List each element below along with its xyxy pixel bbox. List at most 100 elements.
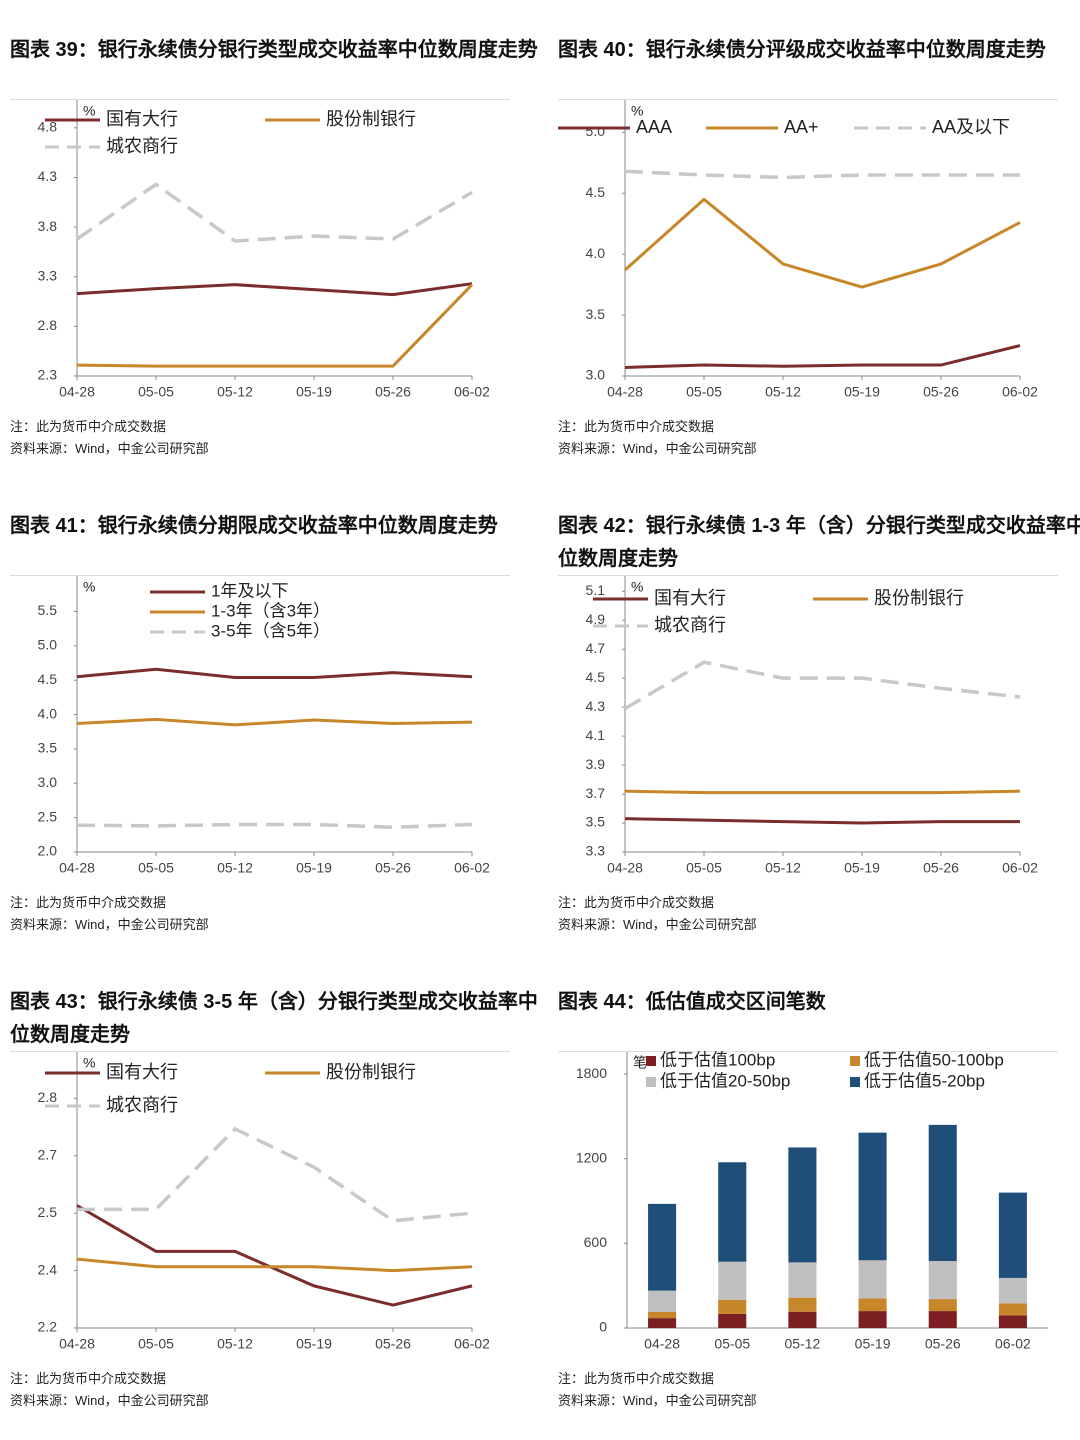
line — [76, 282, 473, 297]
x-tick-label: 05-19 — [844, 384, 880, 400]
chart: % 3.3 3.5 3.7 3.9 4.1 4.3 4.5 4.7 4.9 5.1 04-28 05-0… — [586, 576, 1038, 876]
y-tick-label: 3.0 — [38, 774, 58, 790]
line — [77, 1126, 473, 1223]
line — [624, 197, 1021, 289]
x-tick-label: 05-26 — [375, 384, 411, 400]
y-tick-label: 4.7 — [586, 640, 606, 656]
y-tick-label: 4.8 — [38, 119, 58, 135]
x-tick-label: 05-05 — [138, 860, 174, 876]
chart: 笔 0 600 1200 1800 04-28 05-05 05-12 05-19 05-26 06… — [576, 1050, 1048, 1352]
source: 资料来源：Wind，中金公司研究部 — [558, 917, 757, 932]
bar-segment — [788, 1297, 817, 1312]
x-tick-label: 06-02 — [995, 1336, 1031, 1352]
note: 注：此为货币中介成交数据 — [558, 419, 715, 434]
source: 资料来源：Wind，中金公司研究部 — [558, 1393, 757, 1408]
chart-title: 图表 40：银行永续债分评级成交收益率中位数周度走势 — [558, 39, 1046, 61]
y-tick-label: 4.9 — [586, 611, 606, 627]
y-tick-label: 2.7 — [38, 1146, 58, 1162]
x-tick-label: 05-12 — [217, 384, 253, 400]
x-tick-label: 04-28 — [607, 860, 643, 876]
y-tick-label: 5.0 — [38, 637, 58, 653]
x-tick-label: 05-19 — [296, 1336, 332, 1352]
note: 注：此为货币中介成交数据 — [558, 895, 715, 910]
legend-swatch — [850, 1077, 860, 1087]
bar-segment — [648, 1311, 677, 1319]
x-tick-label: 05-05 — [686, 384, 722, 400]
legend-label: 3-5年（含5年） — [211, 621, 330, 640]
y-tick-label: 4.5 — [38, 671, 58, 687]
y-tick-label: 3.3 — [38, 267, 58, 283]
y-unit: % — [83, 1055, 95, 1071]
y-unit: % — [83, 103, 95, 119]
source: 资料来源：Wind，中金公司研究部 — [10, 917, 209, 932]
bar-segment — [858, 1260, 887, 1299]
legend-label: 股份制银行 — [326, 109, 416, 129]
note: 注：此为货币中介成交数据 — [10, 895, 167, 910]
source: 资料来源：Wind，中金公司研究部 — [558, 441, 757, 456]
y-tick-label: 3.5 — [38, 740, 58, 756]
y-tick-label: 3.3 — [586, 843, 606, 859]
line — [76, 822, 473, 830]
x-tick-label: 06-02 — [1002, 860, 1038, 876]
x-tick-label: 05-12 — [765, 384, 801, 400]
y-tick-label: 5.0 — [586, 123, 606, 139]
y-tick-label: 4.0 — [38, 705, 58, 721]
y-tick-label: 0 — [599, 1319, 607, 1335]
x-tick-label: 06-02 — [1002, 384, 1038, 400]
line — [76, 283, 474, 368]
y-tick-label: 3.9 — [586, 756, 606, 772]
legend-swatch — [646, 1077, 656, 1087]
legend-label: AA及以下 — [932, 117, 1010, 137]
source: 资料来源：Wind，中金公司研究部 — [10, 441, 209, 456]
y-tick-label: 3.5 — [586, 306, 606, 322]
y-tick-label: 4.3 — [38, 168, 58, 184]
y-tick-label: 2.8 — [38, 317, 58, 333]
x-tick-label: 05-19 — [296, 384, 332, 400]
y-unit: % — [631, 579, 643, 595]
y-unit: % — [83, 579, 95, 595]
bar-segment — [928, 1299, 957, 1312]
y-tick-label: 2.5 — [38, 808, 58, 824]
source: 资料来源：Wind，中金公司研究部 — [10, 1393, 209, 1408]
title-rule — [10, 1051, 510, 1052]
legend-label: 城农商行 — [106, 136, 178, 156]
x-tick-label: 04-28 — [59, 1336, 95, 1352]
legend-label: 国有大行 — [106, 1062, 178, 1082]
x-tick-label: 05-05 — [686, 860, 722, 876]
bar-segment — [858, 1311, 887, 1328]
line — [624, 817, 1020, 825]
bar-segment — [718, 1313, 747, 1328]
title-rule — [558, 575, 1058, 576]
x-tick-label: 05-12 — [765, 860, 801, 876]
title-rule — [10, 575, 510, 576]
bar-segment — [788, 1262, 817, 1298]
y-tick-label: 4.0 — [586, 245, 606, 261]
x-tick-label: 06-02 — [454, 384, 490, 400]
chart: % 2.2 2.4 2.5 2.7 2.8 04-28 05-05 05-12 05-19 05-2… — [38, 1052, 490, 1352]
bar-segment — [648, 1290, 677, 1312]
bar-segment — [998, 1303, 1027, 1316]
title-rule — [10, 99, 510, 100]
chart-panel: 图表 41：银行永续债分期限成交收益率中位数周度走势注：此为货币中介成交数据资料… — [0, 476, 532, 952]
line — [624, 169, 1020, 180]
chart: % 2.3 2.8 3.3 3.8 4.3 4.8 04-28 05-05 05-12 05-19 0… — [38, 100, 490, 400]
chart-title: 图表 41：银行永续债分期限成交收益率中位数周度走势 — [10, 515, 498, 537]
bar-segment — [648, 1318, 677, 1328]
bar-segment — [718, 1162, 747, 1262]
title-rule — [558, 99, 1058, 100]
chart-title: 图表 42：银行永续债 1-3 年（含）分银行类型成交收益率中位数周度走势 — [558, 515, 1080, 570]
chart-title: 图表 43：银行永续债 3-5 年（含）分银行类型成交收益率中位数周度走势 — [10, 991, 538, 1046]
y-tick-label: 1200 — [576, 1149, 607, 1165]
chart: % 3.0 3.5 4.0 4.5 5.0 04-28 05-05 05-12 05-19 05-2… — [558, 100, 1038, 400]
line — [76, 667, 473, 679]
line — [624, 660, 1021, 711]
bar-segment — [788, 1311, 817, 1328]
y-tick-label: 4.1 — [586, 727, 606, 743]
note: 注：此为货币中介成交数据 — [10, 1371, 167, 1386]
y-tick-label: 4.5 — [586, 184, 606, 200]
x-tick-label: 05-05 — [714, 1336, 750, 1352]
chart-panel: 图表 39：银行永续债分银行类型成交收益率中位数周度走势 注：此为货币中介成交数据… — [0, 0, 538, 476]
bar-segment — [858, 1298, 887, 1312]
chart-panel: 图表 44：低估值成交区间笔数 注：此为货币中介成交数据 资料来源：Wind，中金公… — [548, 952, 1080, 1428]
